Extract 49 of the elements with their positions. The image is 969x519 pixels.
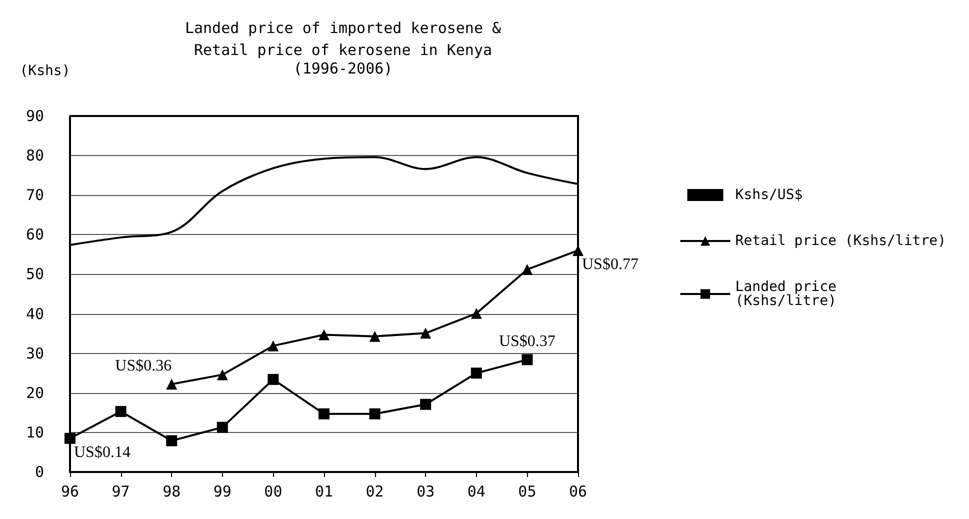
point	[216, 422, 228, 433]
annotation: US$0.36	[115, 358, 172, 375]
point	[268, 374, 279, 385]
point	[268, 340, 279, 352]
y-tick-label: 30	[26, 344, 44, 362]
y-tick-label: 0	[34, 463, 44, 481]
y-axis-title: (Kshs)	[20, 63, 70, 79]
x-tick-label: 99	[213, 482, 232, 500]
y-tick-label: 50	[26, 265, 44, 284]
point	[369, 408, 380, 420]
x-tick-label: 02	[366, 482, 384, 500]
y-tick-label: 80	[26, 146, 44, 165]
y-tick-label: 20	[26, 384, 44, 402]
y-tick-label: 40	[26, 304, 44, 323]
point	[115, 406, 126, 417]
point	[216, 369, 228, 380]
legend-label: Retail price (Kshs/litre)	[735, 233, 946, 249]
y-tick-label: 70	[26, 186, 44, 204]
point	[369, 330, 380, 342]
x-tick-label: 03	[416, 482, 435, 500]
x-tick-label: 01	[314, 482, 334, 500]
x-tick-label: 04	[467, 482, 486, 500]
legend-label: Kshs/US$	[735, 187, 803, 203]
chart-subtitle: (1996-2006)	[293, 60, 393, 78]
x-tick-label: 00	[264, 482, 282, 500]
point	[522, 264, 533, 275]
point	[318, 329, 330, 340]
x-tick-label: 97	[112, 482, 130, 500]
point	[522, 354, 533, 366]
point	[420, 398, 432, 410]
point	[470, 308, 482, 319]
annotation: US$0.37	[498, 333, 556, 350]
chart-title: Landed price of imported kerosene & Retail price of kerosene in Kenya	[184, 19, 502, 59]
x-tick-label: 06	[568, 482, 588, 500]
annotation: US$0.14	[74, 444, 130, 461]
y-tick-label: 60	[26, 226, 44, 244]
y-tick-label: 90	[26, 107, 44, 125]
x-tick-label: 98	[162, 482, 181, 500]
point	[166, 378, 178, 390]
point	[318, 408, 330, 420]
point	[64, 432, 76, 444]
annotation: US$0.77	[582, 256, 638, 273]
point	[166, 435, 178, 446]
x-tick-label: 05	[518, 482, 536, 500]
point	[420, 328, 432, 339]
legend-label: Landed price (Kshs/litre)	[735, 279, 836, 309]
x-tick-label: 96	[60, 482, 80, 500]
y-tick-label: 10	[26, 423, 44, 442]
point	[470, 368, 482, 379]
